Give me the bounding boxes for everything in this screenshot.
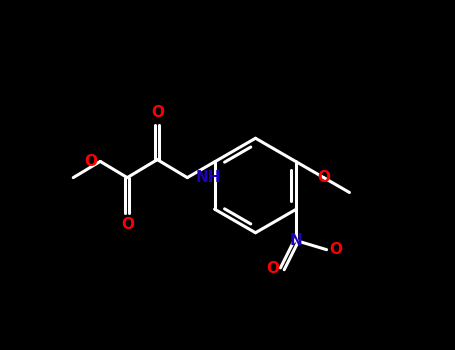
Text: N: N xyxy=(290,233,303,248)
Text: O: O xyxy=(151,105,164,120)
Text: NH: NH xyxy=(196,170,222,185)
Text: O: O xyxy=(267,261,279,276)
Text: O: O xyxy=(121,217,134,232)
Text: O: O xyxy=(329,242,343,257)
Text: O: O xyxy=(84,154,97,169)
Text: O: O xyxy=(317,170,330,185)
